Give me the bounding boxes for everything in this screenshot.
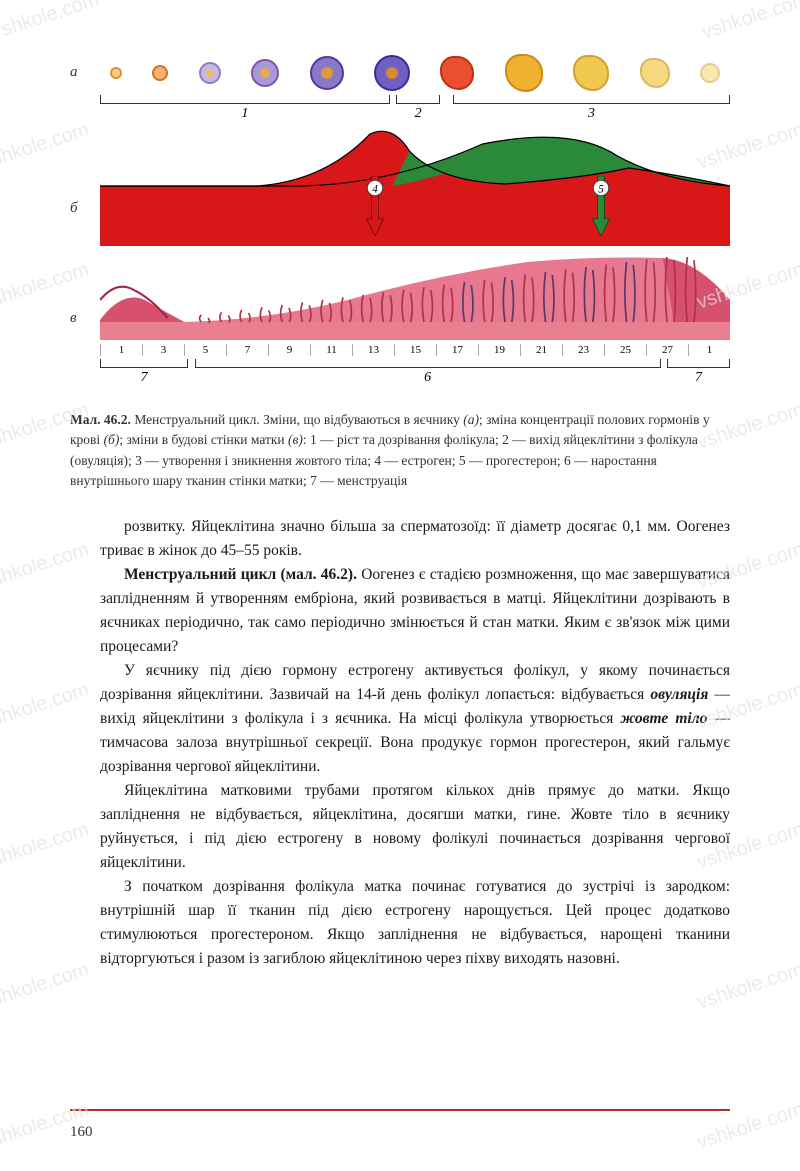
day-number: 21 <box>520 344 562 356</box>
day-number: 13 <box>352 344 394 356</box>
day-number: 3 <box>142 344 184 356</box>
footer-rule <box>70 1109 730 1111</box>
svg-text:4: 4 <box>372 183 378 195</box>
bracket-label: 7 <box>695 370 702 386</box>
endometrium-row <box>100 250 730 340</box>
follicle <box>573 55 609 91</box>
day-number: 7 <box>226 344 268 356</box>
bracket-label: 7 <box>141 370 148 386</box>
follicle <box>700 63 720 83</box>
top-bracket: 1 <box>100 96 390 104</box>
days-row: 135791113151719212325271 <box>100 340 730 360</box>
bottom-bracket: 6 <box>195 360 661 368</box>
row-label-v: в <box>70 310 77 327</box>
row-label-b: б <box>70 200 78 217</box>
follicle-row <box>100 50 730 96</box>
day-number: 11 <box>310 344 352 356</box>
day-number: 15 <box>394 344 436 356</box>
day-number: 27 <box>646 344 688 356</box>
para-2-heading: Менструальний цикл (мал. 46.2). <box>124 566 357 583</box>
figure-46-2: а 123 б 4 <box>100 50 730 390</box>
row-label-a: а <box>70 64 78 81</box>
para-4: Яйцеклітина матковими трубами протягом к… <box>100 779 730 875</box>
follicle <box>505 54 543 92</box>
day-number: 9 <box>268 344 310 356</box>
top-bracket-row: 123 <box>100 96 730 126</box>
follicle <box>199 62 221 84</box>
caption-sep2: ; зміни в будові стінки матки <box>119 432 284 447</box>
figure-caption: Мал. 46.2. Менструальний цикл. Зміни, що… <box>70 410 730 491</box>
caption-part-a: (а) <box>463 412 479 427</box>
follicle <box>152 65 168 81</box>
para-5: З початком дозрівання фолікула матка поч… <box>100 875 730 971</box>
day-number: 1 <box>100 344 142 356</box>
bottom-bracket: 7 <box>667 360 730 368</box>
body-text: розвитку. Яйцеклітина значно більша за с… <box>100 515 730 971</box>
term-ovulation: овуляція <box>650 686 708 703</box>
arrow-4: 4 <box>365 176 385 236</box>
caption-title: Менструальний цикл. Зміни, що відбувають… <box>134 412 460 427</box>
bottom-bracket: 7 <box>100 360 188 368</box>
para-3: У яєчнику під дією гормону естрогену акт… <box>100 659 730 779</box>
hormone-curves <box>100 126 730 246</box>
follicle <box>110 67 122 79</box>
p3a: У яєчнику під дією гормону естрогену акт… <box>100 662 730 703</box>
bracket-label: 6 <box>424 370 431 386</box>
day-number: 19 <box>478 344 520 356</box>
svg-text:5: 5 <box>599 183 605 195</box>
endometrium-svg <box>100 250 730 340</box>
bracket-label: 1 <box>241 106 248 122</box>
top-bracket: 2 <box>396 96 440 104</box>
caption-part-b: (б) <box>104 432 120 447</box>
caption-label: Мал. 46.2. <box>70 412 131 427</box>
term-corpus-luteum: жовте тіло <box>620 710 707 727</box>
top-bracket: 3 <box>453 96 730 104</box>
bracket-label: 2 <box>415 106 422 122</box>
day-number: 25 <box>604 344 646 356</box>
day-number: 1 <box>688 344 730 356</box>
arrow-5: 5 <box>591 176 611 236</box>
bottom-bracket-row: 767 <box>100 360 730 390</box>
follicle <box>440 56 474 90</box>
follicle <box>640 58 670 88</box>
page-number: 160 <box>70 1124 93 1141</box>
bracket-label: 3 <box>588 106 595 122</box>
para-1: розвитку. Яйцеклітина значно більша за с… <box>100 515 730 563</box>
caption-part-v: (в) <box>288 432 303 447</box>
para-2: Менструальний цикл (мал. 46.2). Оогенез … <box>100 563 730 659</box>
follicle <box>251 59 279 87</box>
day-number: 17 <box>436 344 478 356</box>
day-number: 5 <box>184 344 226 356</box>
hormone-chart: 4 5 <box>100 126 730 246</box>
day-number: 23 <box>562 344 604 356</box>
follicle <box>374 55 410 91</box>
follicle <box>310 56 344 90</box>
